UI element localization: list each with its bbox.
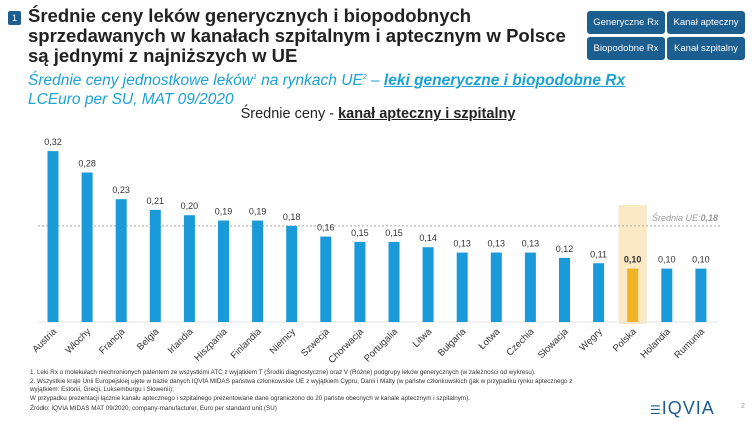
category-label: Francja	[97, 326, 128, 357]
bar-Niemcy	[286, 225, 298, 322]
data-label: 0,21	[147, 196, 165, 206]
nav-button-kanal-szpitalny[interactable]: Kanał szpitalny	[667, 37, 745, 60]
data-label: 0,19	[249, 207, 267, 217]
bar-Bułgaria	[456, 252, 468, 322]
category-label: Holandia	[639, 326, 674, 361]
data-label: 0,19	[215, 207, 233, 217]
data-label: 0,10	[658, 255, 676, 265]
data-label: 0,15	[351, 228, 369, 238]
category-label: Irlandia	[166, 326, 196, 356]
chart-title: Średnie ceny - kanał apteczny i szpitaln…	[0, 106, 756, 122]
data-label: 0,32	[44, 137, 62, 147]
data-label: 0,11	[590, 249, 607, 259]
category-label: Bułgaria	[436, 326, 469, 359]
category-label: Włochy	[63, 326, 93, 356]
category-label: Portugalia	[362, 326, 401, 365]
bar-Węgry	[593, 263, 605, 322]
data-label: 0,13	[522, 239, 540, 249]
iqvia-logo: ☰IQVIA	[650, 398, 715, 418]
category-label: Szwecja	[299, 326, 332, 359]
bar-Austria	[47, 151, 59, 322]
bar-Finlandia	[252, 220, 264, 322]
category-label: Węgry	[578, 326, 605, 353]
bar-Szwecja	[320, 236, 332, 322]
footnote-ref: 2	[362, 74, 367, 81]
footnote: wyjątkiem: Estonii, Grecji, Luksemburgu …	[30, 386, 174, 393]
chart-title-prefix: Średnie ceny -	[240, 106, 339, 122]
bar-Czechia	[524, 252, 536, 322]
data-label: 0,20	[181, 201, 199, 211]
category-label: Niemcy	[268, 326, 298, 356]
category-label: Belgia	[135, 326, 162, 353]
category-label: Finlandia	[229, 326, 265, 362]
category-label: Polska	[611, 326, 639, 354]
nav-button-generyczne[interactable]: Generyczne Rx	[587, 11, 665, 34]
category-label: Słowacja	[536, 326, 571, 361]
data-label: 0,10	[624, 255, 642, 265]
slide-number-badge: 1	[8, 11, 21, 25]
footnote: 2. Wszystkie kraje Unii Europejskiej uję…	[30, 377, 573, 385]
subtitle-text: Średnie ceny jednostkowe leków	[28, 72, 253, 90]
bar-Chorwacja	[354, 241, 366, 322]
category-label: Czechia	[504, 326, 537, 359]
reference-line-label: Średnia UE:0,18	[652, 212, 718, 223]
bar-Litwa	[422, 247, 434, 322]
category-label: Austria	[30, 326, 59, 355]
bar-Rumunia	[695, 268, 707, 322]
bar-Irlandia	[183, 215, 195, 322]
data-label: 0,13	[453, 239, 471, 249]
source-note: Źródło: IQVIA MIDAS MAT 09/2020, company…	[30, 405, 277, 412]
nav-button-kanal-apteczny[interactable]: Kanał apteczny	[667, 11, 745, 34]
category-label: Chorwacja	[327, 326, 367, 366]
category-label: Litwa	[411, 326, 435, 350]
data-label: 0,16	[317, 223, 335, 233]
subtitle: Średnie ceny jednostkowe leków1 na rynka…	[28, 68, 625, 109]
bar-Portugalia	[388, 241, 400, 322]
bar-Włochy	[81, 172, 93, 322]
data-label: 0,15	[385, 228, 403, 238]
data-label: 0,28	[78, 158, 96, 168]
data-label: 0,10	[692, 255, 710, 265]
data-label: 0,12	[556, 244, 574, 254]
subtitle-text: –	[366, 72, 384, 90]
category-label: Hiszpania	[192, 326, 230, 364]
subtitle-emphasis: leki generyczne i biopodobne Rx	[383, 72, 626, 90]
bar-Hiszpania	[218, 220, 229, 322]
footnote: W przypadku prezentacji łącznie kanału a…	[30, 394, 470, 402]
data-label: 0,13	[488, 239, 506, 249]
bar-Belgia	[149, 209, 161, 322]
bar-Francja	[115, 199, 127, 322]
logo-text: IQVIA	[661, 398, 715, 418]
bar-Holandia	[661, 268, 673, 322]
data-label: 0,14	[419, 233, 437, 243]
subtitle-text: na rynkach UE	[256, 72, 363, 90]
nav-button-biopodobne[interactable]: Biopodobne Rx	[587, 37, 665, 60]
footnote-ref: 1	[252, 74, 257, 81]
bar-Słowacja	[559, 257, 570, 322]
page-title: Średnie ceny leków generycznych i biopod…	[28, 5, 566, 66]
data-label: 0,23	[112, 185, 130, 195]
data-label: 0,18	[283, 212, 301, 222]
subtitle-unit: LCEuro per SU, MAT 09/2020	[28, 91, 234, 109]
category-label: Łotwa	[477, 326, 503, 352]
category-label: Rumunia	[672, 326, 707, 361]
bar-Polska	[627, 268, 639, 322]
footnotes: 1. Leki Rx o molekułach niechronionych p…	[30, 369, 572, 403]
bar-Łotwa	[490, 252, 502, 322]
chart-title-emphasis: kanał apteczny i szpitalny	[338, 106, 516, 122]
footnote: 1. Leki Rx o molekułach niechronionych p…	[30, 369, 536, 376]
page-number: 2	[741, 403, 745, 410]
